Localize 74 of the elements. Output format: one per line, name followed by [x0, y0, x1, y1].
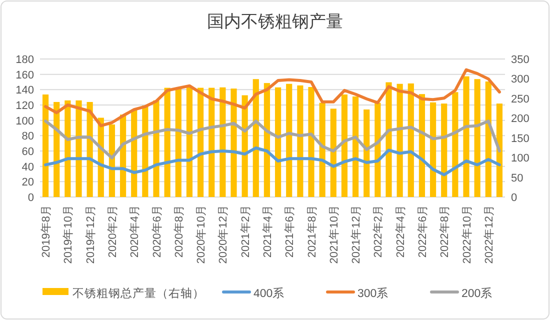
- bar: [286, 84, 292, 197]
- y2-tick-label: 100: [511, 152, 530, 165]
- y2-tick-label: 200: [511, 113, 530, 126]
- y-tick-label: 140: [16, 84, 34, 97]
- line-series: [44, 120, 501, 160]
- bar: [308, 86, 314, 197]
- x-tick-label: 2021年8月: [306, 205, 318, 258]
- y-tick-label: 100: [16, 115, 34, 128]
- y2-tick-label: 50: [511, 172, 524, 184]
- x-tick-label: 2022年6月: [416, 205, 429, 258]
- x-tick-label: 2021年2月: [240, 205, 252, 258]
- bar: [319, 102, 326, 197]
- x-tick-label: 2020年12月: [218, 205, 230, 264]
- y2-tick-label: 300: [511, 74, 530, 86]
- y2-tick-label: 0: [511, 192, 518, 204]
- y-tick-label: 40: [22, 161, 34, 174]
- bar: [352, 96, 359, 197]
- x-tick-label: 2019年12月: [84, 205, 97, 264]
- bar: [441, 104, 448, 197]
- bar: [452, 92, 458, 197]
- bar: [175, 88, 182, 197]
- bar: [274, 87, 282, 197]
- line-series: [44, 146, 501, 176]
- legend-label: 不锈粗钢总产量（右轴）: [72, 286, 204, 300]
- bar: [220, 87, 226, 197]
- y2-tick-label: 350: [511, 54, 530, 66]
- x-tick-label: 2022年8月: [439, 205, 452, 258]
- x-tick-label: 2021年10月: [328, 205, 340, 264]
- bar: [42, 94, 49, 197]
- bar: [474, 79, 480, 197]
- y-tick-label: 0: [28, 192, 34, 204]
- bar: [485, 81, 492, 197]
- x-tick-label: 2022年12月: [483, 205, 496, 264]
- bar: [364, 109, 370, 197]
- x-tick-label: 2021年6月: [284, 205, 296, 258]
- x-tick-label: 2021年12月: [350, 205, 363, 264]
- bar: [186, 86, 193, 197]
- y-tick-label: 20: [22, 176, 34, 189]
- chart-title: 国内不锈粗钢产量: [207, 12, 343, 31]
- y-tick-label: 180: [16, 54, 34, 66]
- x-tick-label: 2021年4月: [262, 205, 274, 258]
- x-tick-label: 2019年8月: [40, 205, 53, 258]
- y-tick-label: 80: [22, 130, 34, 143]
- bar: [297, 85, 304, 197]
- bar: [463, 76, 470, 197]
- x-tick-label: 2022年4月: [394, 205, 407, 258]
- bar: [330, 108, 336, 197]
- x-tick-label: 2020年2月: [106, 205, 119, 258]
- y2-tick-label: 250: [511, 93, 530, 106]
- line-series: [44, 68, 501, 128]
- bar: [230, 88, 237, 197]
- legend-label: 200系: [462, 287, 493, 300]
- bar: [341, 94, 348, 197]
- x-tick-label: 2020年10月: [196, 205, 208, 264]
- x-tick-label: 2020年6月: [151, 205, 164, 258]
- x-tick-label: 2020年4月: [129, 205, 142, 258]
- bar: [396, 84, 403, 197]
- x-tick-label: 2019年10月: [62, 205, 75, 264]
- bar: [408, 83, 414, 197]
- y-tick-label: 60: [22, 146, 34, 158]
- y-tick-label: 120: [16, 100, 34, 112]
- bar: [496, 104, 503, 197]
- legend-label: 300系: [358, 287, 389, 300]
- y-tick-label: 160: [16, 69, 34, 82]
- bar: [153, 100, 160, 197]
- bar: [374, 102, 381, 197]
- x-tick-label: 2020年8月: [173, 205, 186, 258]
- legend-label: 400系: [254, 287, 285, 300]
- y2-tick-label: 150: [511, 132, 530, 145]
- bar: [430, 102, 436, 197]
- x-tick-label: 2022年2月: [372, 205, 385, 258]
- bar: [208, 88, 215, 197]
- x-tick-label: 2022年10月: [461, 205, 474, 264]
- bar: [164, 88, 170, 197]
